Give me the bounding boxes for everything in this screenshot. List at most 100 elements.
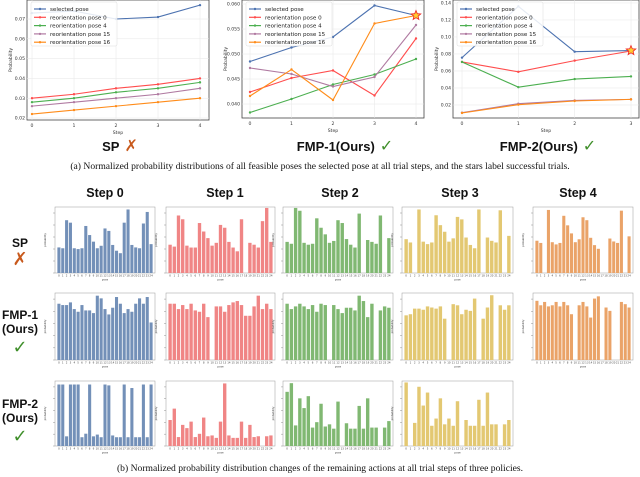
bar <box>507 420 511 446</box>
x-tick-label: 1 <box>410 447 412 451</box>
x-tick-label: 24 <box>149 274 153 278</box>
x-axis-label: pose <box>580 366 587 369</box>
x-tick-label: 2 <box>295 274 297 278</box>
x-tick-label: 23 <box>624 361 628 365</box>
x-tick-label: 21 <box>494 361 498 365</box>
x-axis-label: pose <box>580 279 587 282</box>
bar <box>387 238 391 273</box>
x-tick-label: 15 <box>349 274 353 278</box>
x-tick-label: 7 <box>199 447 201 451</box>
x-tick-label: 1 <box>410 361 412 365</box>
data-point <box>331 69 335 72</box>
x-tick-label: 24 <box>507 274 511 278</box>
bar <box>260 309 265 360</box>
x-tick-label: 10 <box>210 447 214 451</box>
x-tick-label: 6 <box>312 447 314 451</box>
x-tick-label: 7 <box>435 361 437 365</box>
bar <box>197 433 202 446</box>
x-tick-label: 22 <box>379 274 383 278</box>
cross-mark-icon: ✗ <box>124 136 137 155</box>
bar <box>619 210 623 273</box>
x-tick-label: 7 <box>199 361 201 365</box>
bar <box>498 305 503 360</box>
bar <box>103 384 107 446</box>
legend-marker <box>38 41 42 44</box>
bar <box>349 244 353 273</box>
bar <box>378 310 383 360</box>
bar <box>126 209 130 273</box>
x-tick-label: 13 <box>107 447 111 451</box>
x-tick-label: 3 <box>548 361 550 365</box>
x-tick-label: 9 <box>93 274 95 278</box>
x-tick-label: 9 <box>207 274 209 278</box>
x-tick-label: 21 <box>257 274 261 278</box>
bar <box>623 304 627 360</box>
x-tick-label: 1 <box>173 361 175 365</box>
x-tick-label: 11 <box>452 274 456 278</box>
row-title-1: FMP-1(Ours)✓ <box>2 308 38 358</box>
data-point <box>30 104 34 108</box>
bar <box>596 248 600 273</box>
column-title-step-0: Step 0 <box>86 186 124 200</box>
bar <box>218 224 223 273</box>
x-tick-label: 3 <box>299 274 301 278</box>
x-tick-label: 5 <box>427 447 429 451</box>
x-tick-label: 10 <box>447 361 451 365</box>
bar <box>468 244 473 273</box>
x-tick-label: 17 <box>601 274 605 278</box>
legend-marker <box>38 24 42 27</box>
bar <box>592 245 597 273</box>
x-tick-label: 11 <box>332 361 336 365</box>
bar <box>130 311 134 360</box>
bar <box>293 207 298 273</box>
data-point <box>414 57 418 61</box>
bar <box>244 437 248 446</box>
x-tick-label: 0 <box>461 121 464 127</box>
bar <box>472 248 477 273</box>
x-tick-label: 20 <box>252 274 256 278</box>
y-tick-label: 0.06 <box>15 36 25 42</box>
bar <box>349 428 353 446</box>
data-point <box>629 98 633 101</box>
bar <box>114 250 119 273</box>
x-tick-label: 18 <box>482 447 486 451</box>
data-point <box>156 87 160 90</box>
data-point <box>198 3 202 7</box>
x-tick-label: 21 <box>257 447 261 451</box>
y-tick-label: 0.02 <box>15 116 25 122</box>
x-tick-label: 3 <box>418 361 420 365</box>
x-tick-label: 6 <box>559 361 561 365</box>
x-tick-label: 11 <box>215 447 219 451</box>
bar <box>592 298 597 360</box>
x-tick-label: 24 <box>149 361 153 365</box>
x-tick-label: 4 <box>551 361 553 365</box>
caption-a: (a) Normalized probability distributions… <box>70 161 569 172</box>
bar <box>293 306 298 360</box>
bar <box>214 242 218 273</box>
y-tick-label: 0.14 <box>441 1 451 7</box>
bar <box>438 225 443 273</box>
bar <box>72 384 76 446</box>
series-line-4 <box>461 98 632 114</box>
bar <box>573 242 577 273</box>
bar <box>95 248 99 273</box>
y-axis-label: probability <box>154 233 158 247</box>
bar <box>206 436 210 446</box>
y-tick-label: 0.10 <box>441 35 451 41</box>
x-tick-label: 12 <box>219 361 223 365</box>
y-tick-label: 0.040 <box>227 102 240 108</box>
y-tick-label: 0.08 <box>441 52 451 58</box>
x-tick-label: 20 <box>370 274 374 278</box>
x-tick-label: 4 <box>73 361 75 365</box>
x-tick-label: 13 <box>341 447 345 451</box>
x-tick-label: 17 <box>123 274 127 278</box>
bar <box>145 437 149 446</box>
x-tick-label: 12 <box>336 447 340 451</box>
bar <box>223 227 227 273</box>
data-point <box>248 60 252 63</box>
data-point <box>460 56 464 59</box>
x-tick-label: 22 <box>261 274 265 278</box>
series-line-1 <box>461 50 632 73</box>
data-point <box>248 66 252 70</box>
y-tick-label: 0.03 <box>15 96 25 102</box>
